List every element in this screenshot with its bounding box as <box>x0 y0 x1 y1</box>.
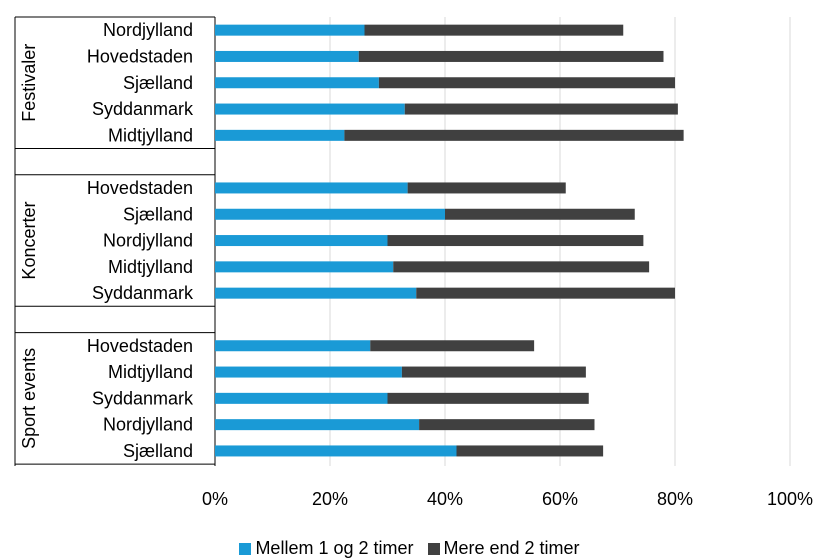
bar-segment <box>416 287 675 299</box>
bar-segment <box>215 182 408 194</box>
category-label: Sjælland <box>123 441 193 461</box>
group-labels: Festivaler Koncerter Sport events <box>19 44 39 449</box>
group-label: Sport events <box>19 348 39 449</box>
bar-segment <box>401 366 586 378</box>
category-label: Hovedstaden <box>87 336 193 356</box>
bar-segment <box>358 50 664 62</box>
x-tick-label: 20% <box>312 489 348 509</box>
x-axis-ticks: 0% 20% 40% 60% 80% 100% <box>202 489 813 509</box>
bar-segment <box>215 392 388 404</box>
legend-swatch-series-1 <box>239 542 252 555</box>
category-label: Midtjylland <box>108 362 193 382</box>
bar-segment <box>404 103 678 115</box>
category-label: Nordjylland <box>103 415 193 435</box>
bar-segment <box>215 445 457 457</box>
legend-item-series-2: Mere end 2 timer <box>427 538 580 559</box>
bar-segment <box>215 77 379 89</box>
bar-segment <box>378 77 675 89</box>
category-label: Midtjylland <box>108 125 193 145</box>
category-label: Syddanmark <box>92 388 194 408</box>
x-tick-label: 40% <box>427 489 463 509</box>
category-label: Sjælland <box>123 73 193 93</box>
bars <box>215 24 684 457</box>
bar-segment <box>370 340 535 352</box>
bar-segment <box>215 419 420 431</box>
bar-segment <box>445 208 635 220</box>
bar-segment <box>215 50 359 62</box>
x-tick-label: 60% <box>542 489 578 509</box>
category-label: Syddanmark <box>92 99 194 119</box>
category-label: Hovedstaden <box>87 46 193 66</box>
bar-segment <box>387 392 589 404</box>
bar-segment <box>215 340 371 352</box>
bar-segment <box>215 129 345 141</box>
category-label: Sjælland <box>123 204 193 224</box>
bar-segment <box>344 129 684 141</box>
bar-segment <box>215 261 394 273</box>
legend-swatch-series-2 <box>427 542 440 555</box>
legend-label-series-1: Mellem 1 og 2 timer <box>255 538 414 558</box>
legend-item-series-1: Mellem 1 og 2 timer <box>239 538 414 559</box>
bar-segment <box>215 208 445 220</box>
bar-segment <box>364 24 624 36</box>
group-label: Festivaler <box>19 44 39 122</box>
bar-segment <box>215 366 402 378</box>
x-tick-label: 0% <box>202 489 228 509</box>
category-label: Hovedstaden <box>87 178 193 198</box>
bar-segment <box>215 287 417 299</box>
bar-segment <box>215 235 388 247</box>
category-labels: Nordjylland Hovedstaden Sjælland Syddanmark… <box>87 20 194 461</box>
category-label: Midtjylland <box>108 257 193 277</box>
category-label: Syddanmark <box>92 283 194 303</box>
bar-segment <box>215 24 365 36</box>
bar-segment <box>419 419 595 431</box>
bar-segment <box>407 182 566 194</box>
category-label: Nordjylland <box>103 20 193 40</box>
legend-label-series-2: Mere end 2 timer <box>443 538 580 558</box>
bar-segment <box>393 261 650 273</box>
x-tick-label: 80% <box>657 489 693 509</box>
group-label: Koncerter <box>19 202 39 280</box>
bar-segment <box>456 445 604 457</box>
legend: Mellem 1 og 2 timer Mere end 2 timer <box>0 538 819 559</box>
category-label: Nordjylland <box>103 231 193 251</box>
bar-segment <box>215 103 405 115</box>
x-tick-label: 100% <box>767 489 813 509</box>
bar-segment <box>387 235 644 247</box>
